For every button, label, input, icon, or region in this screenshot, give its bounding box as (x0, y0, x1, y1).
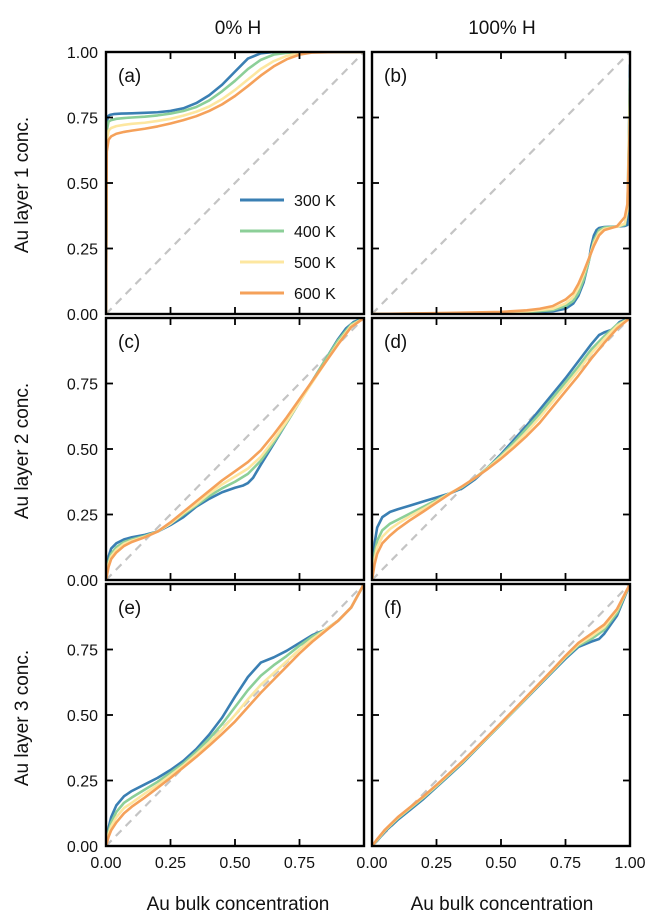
series-line-400-k (106, 584, 364, 846)
x-tick-label: 0.25 (155, 855, 186, 872)
y-tick-label: 0.25 (67, 242, 98, 259)
series-line-600-k (372, 116, 630, 314)
y-tick-label: 0.00 (67, 839, 98, 856)
reference-diagonal-line (372, 318, 630, 580)
x-tick-label: 0.00 (356, 855, 387, 872)
series-line-600-k (106, 318, 364, 580)
x-tick-label: 0.00 (90, 855, 121, 872)
x-tick-label: 1.00 (614, 855, 645, 872)
reference-diagonal-line (372, 52, 630, 314)
y-tick-label: 0.75 (67, 643, 98, 660)
series-line-500-k (372, 90, 630, 314)
y-tick-label: 0.75 (67, 111, 98, 128)
legend: 300 K 400 K 500 K 600 K (240, 193, 336, 303)
series-line-500-k (106, 52, 364, 314)
series-line-300-k (106, 52, 364, 314)
y-tick-label: 0.25 (67, 774, 98, 791)
series-line-300-k (372, 63, 630, 314)
x-tick-label: 0.25 (421, 855, 452, 872)
panel-tag-label: (b) (384, 66, 407, 87)
column-title-0-percent-h: 0% H (215, 18, 261, 39)
series-line-400-k (106, 52, 364, 314)
panel-tag-label: (d) (384, 332, 407, 353)
row-ylabel-layer-3: Au layer 3 conc. (12, 650, 33, 786)
y-tick-label: 0.25 (67, 508, 98, 525)
panel-f: 0.00 0.25 0.50 0.75 1.00 (f) (356, 582, 646, 872)
panel-tag-label: (f) (384, 598, 402, 619)
x-axis-label-left: Au bulk concentration (147, 894, 330, 915)
series-line-600-k (372, 318, 630, 580)
x-tick-label: 0.75 (550, 855, 581, 872)
panel-d: (d) (370, 316, 632, 582)
x-tick-label: 0.50 (219, 855, 250, 872)
y-tick-label: 0.50 (67, 708, 98, 725)
column-title-100-percent-h: 100% H (468, 18, 536, 39)
y-tick-label: 0.00 (67, 573, 98, 590)
panel-b: (b) (370, 50, 632, 316)
series-line-400-k (372, 76, 630, 314)
x-axis-label-right: Au bulk concentration (411, 894, 594, 915)
legend-label: 400 K (294, 224, 336, 241)
legend-label: 600 K (294, 286, 336, 303)
panel-c: 0.00 0.25 0.50 0.75 (c) (67, 316, 366, 590)
panel-tag-label: (c) (118, 332, 140, 353)
series-line-500-k (106, 584, 364, 846)
panel-tag-label: (e) (118, 598, 141, 619)
row-ylabel-layer-2: Au layer 2 conc. (12, 383, 33, 519)
series-line-600-k (372, 584, 630, 846)
y-tick-label: 0.50 (67, 176, 98, 193)
x-tick-label: 0.75 (284, 855, 315, 872)
panel-a: 0.00 0.25 0.50 0.75 1.00 (a) (67, 45, 366, 324)
series-line-600-k (106, 52, 364, 314)
row-ylabel-layer-1: Au layer 1 conc. (12, 117, 33, 253)
reference-diagonal-line (106, 52, 364, 314)
y-tick-label: 1.00 (67, 45, 98, 62)
legend-label: 300 K (294, 193, 336, 210)
y-tick-label: 0.50 (67, 442, 98, 459)
reference-diagonal-line (106, 318, 364, 580)
series-line-600-k (106, 584, 364, 846)
panel-tag-label: (a) (118, 66, 141, 87)
panel-e: 0.00 0.25 0.50 0.75 0.00 0.25 0.50 0.75 (e) (67, 582, 366, 872)
y-tick-label: 0.00 (67, 307, 98, 324)
y-tick-label: 0.75 (67, 377, 98, 394)
legend-label: 500 K (294, 255, 336, 272)
x-tick-label: 0.50 (485, 855, 516, 872)
